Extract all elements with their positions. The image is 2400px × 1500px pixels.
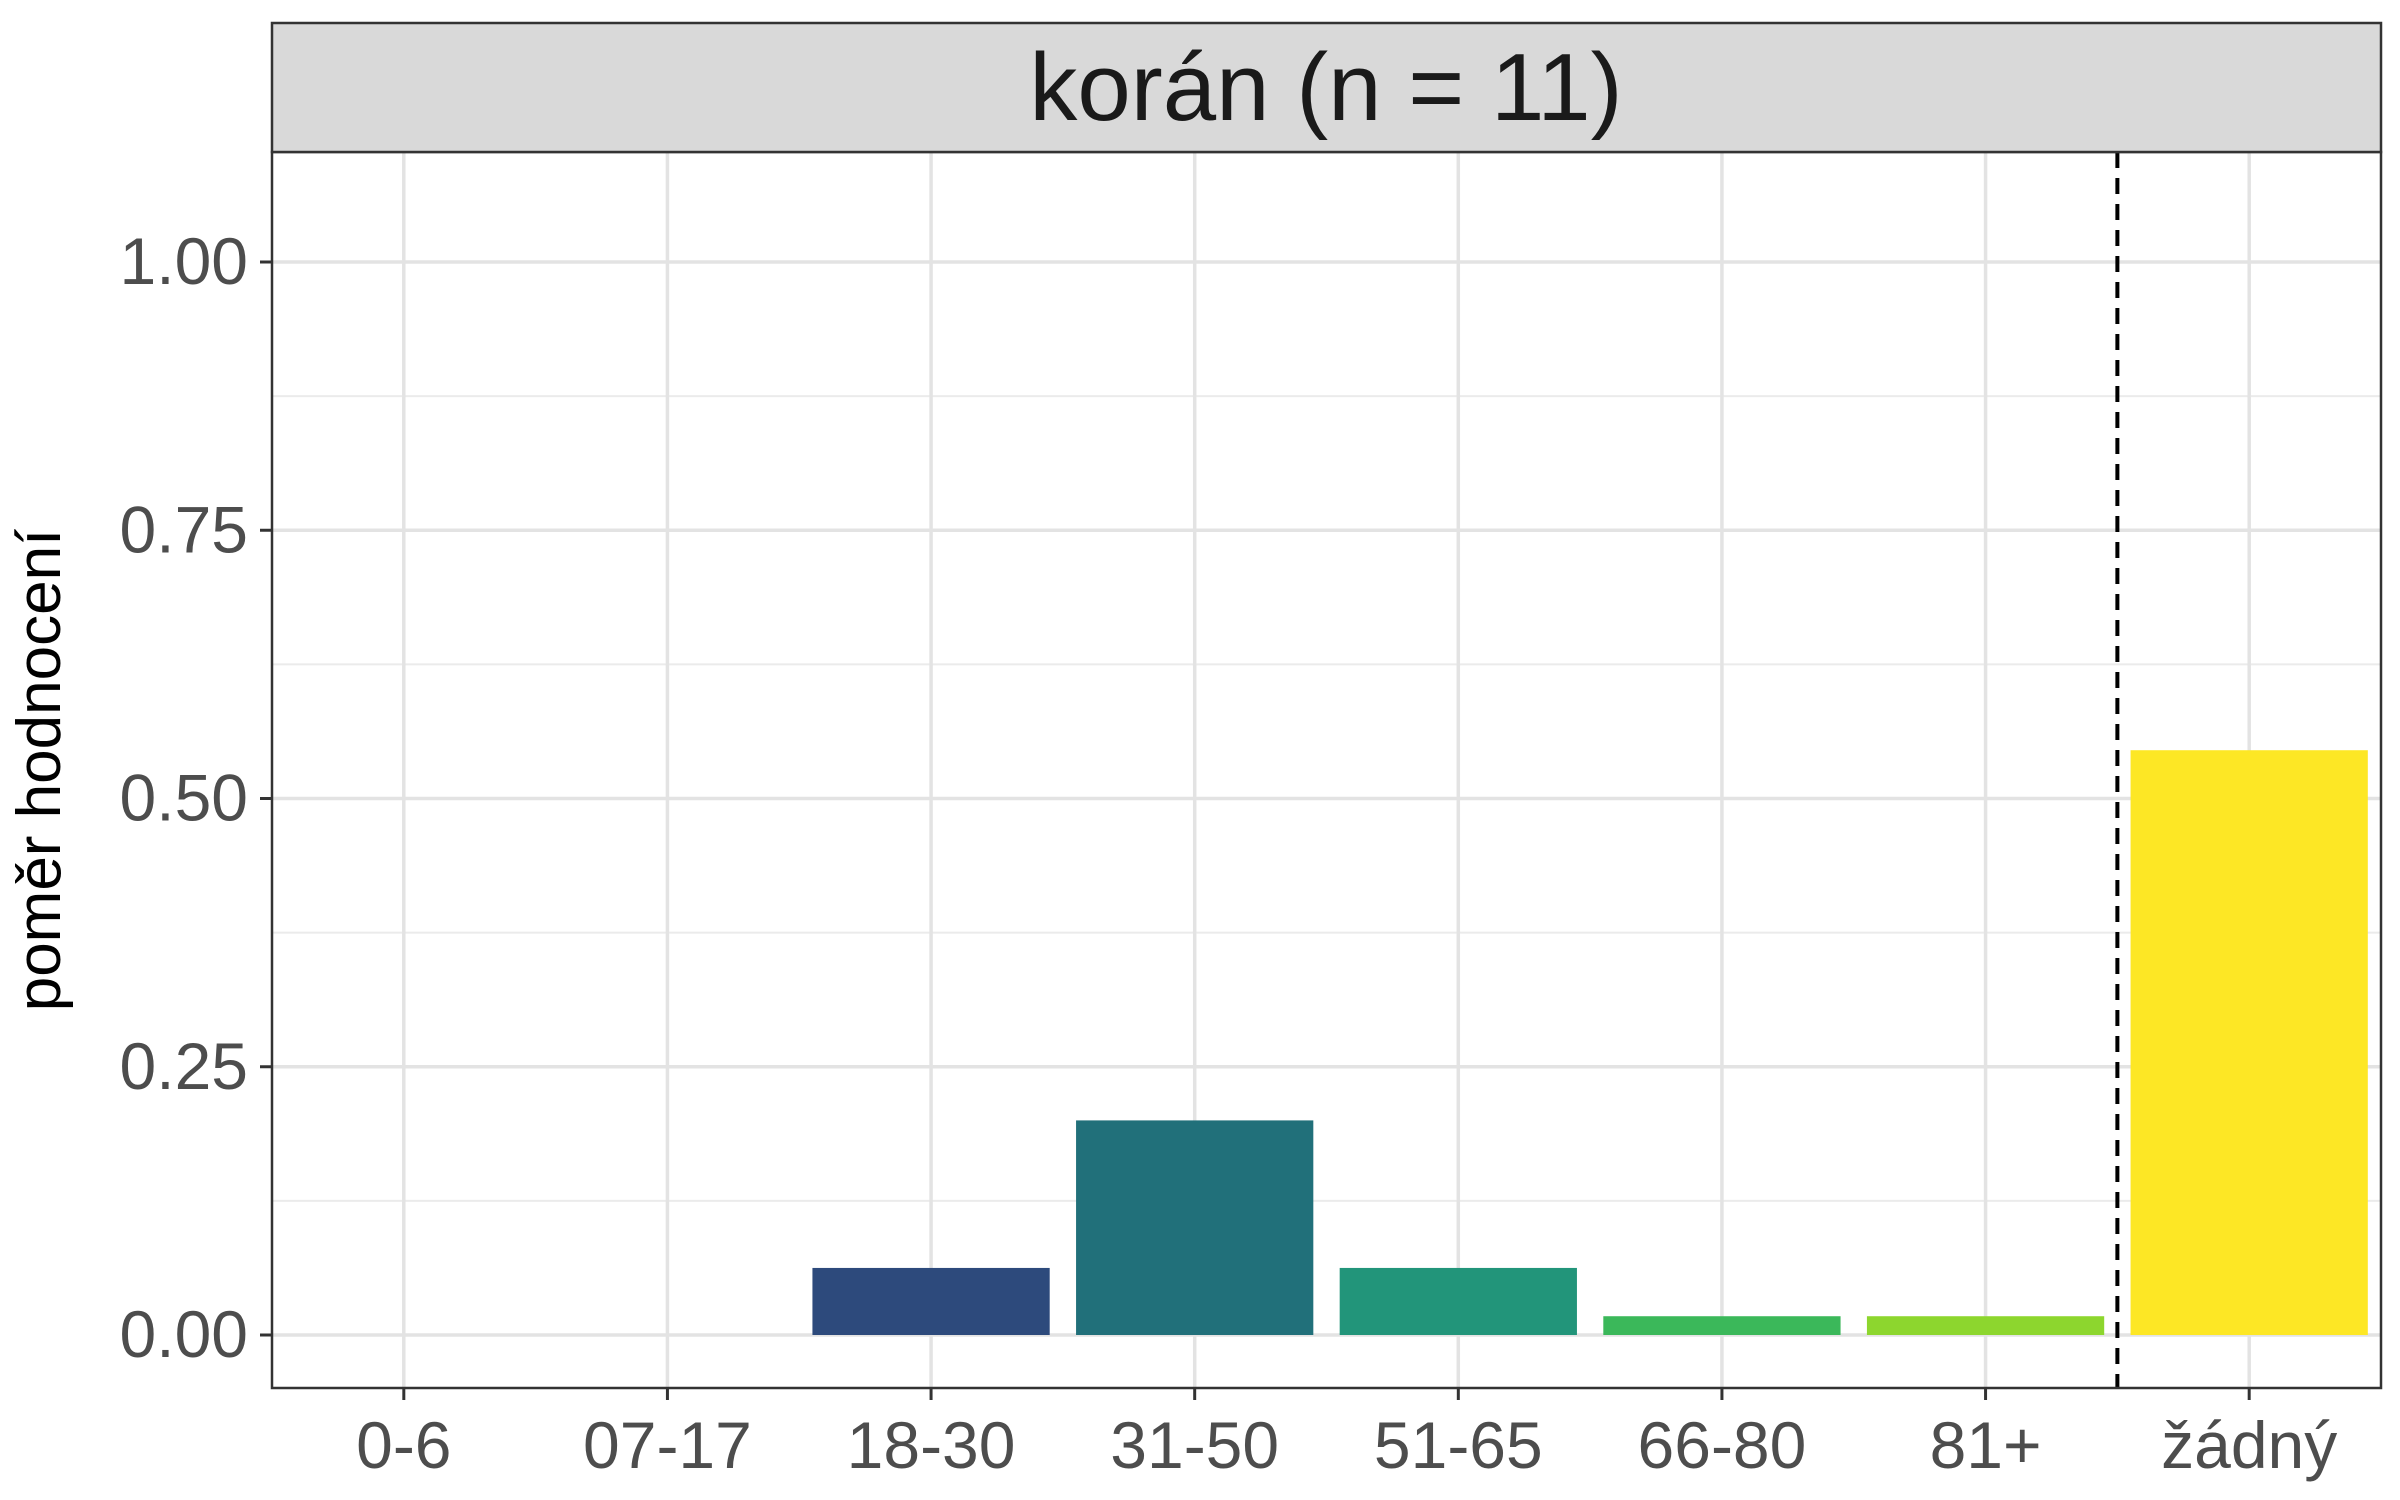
facet-strip bbox=[270, 21, 2383, 154]
plot-panel bbox=[272, 152, 2381, 1388]
bar-žádný bbox=[2130, 750, 2368, 1335]
y-tick-label: 0.75 bbox=[120, 492, 248, 566]
bar-66-80 bbox=[1603, 1316, 1841, 1335]
x-tick-label: 31-50 bbox=[1110, 1408, 1279, 1482]
facet-title: korán (n = 11) bbox=[1029, 34, 1622, 141]
y-axis: 0.00 0.25 0.50 0.75 1.00 bbox=[120, 224, 272, 1371]
bar-31-50 bbox=[1076, 1120, 1314, 1335]
x-axis: 0-6 07-17 18-30 31-50 51-65 66-80 81+ žádný bbox=[356, 1388, 2337, 1482]
x-tick-label: 18-30 bbox=[847, 1408, 1016, 1482]
bar-18-30 bbox=[812, 1267, 1050, 1335]
y-tick-label: 0.25 bbox=[120, 1029, 248, 1103]
bar-51-65 bbox=[1339, 1267, 1577, 1335]
x-tick-label: 0-6 bbox=[356, 1408, 451, 1482]
x-tick-label: 81+ bbox=[1930, 1408, 2042, 1482]
x-tick-label: žádný bbox=[2161, 1408, 2337, 1482]
y-tick-label: 0.00 bbox=[120, 1297, 248, 1371]
x-tick-label: 66-80 bbox=[1638, 1408, 1807, 1482]
y-tick-label: 1.00 bbox=[120, 224, 248, 298]
y-axis-title: poměr hodnocení bbox=[5, 529, 74, 1012]
x-tick-label: 07-17 bbox=[583, 1408, 752, 1482]
x-tick-label: 51-65 bbox=[1374, 1408, 1543, 1482]
y-tick-label: 0.50 bbox=[120, 761, 248, 835]
bar-81+ bbox=[1866, 1316, 2105, 1335]
bars bbox=[812, 750, 2368, 1335]
